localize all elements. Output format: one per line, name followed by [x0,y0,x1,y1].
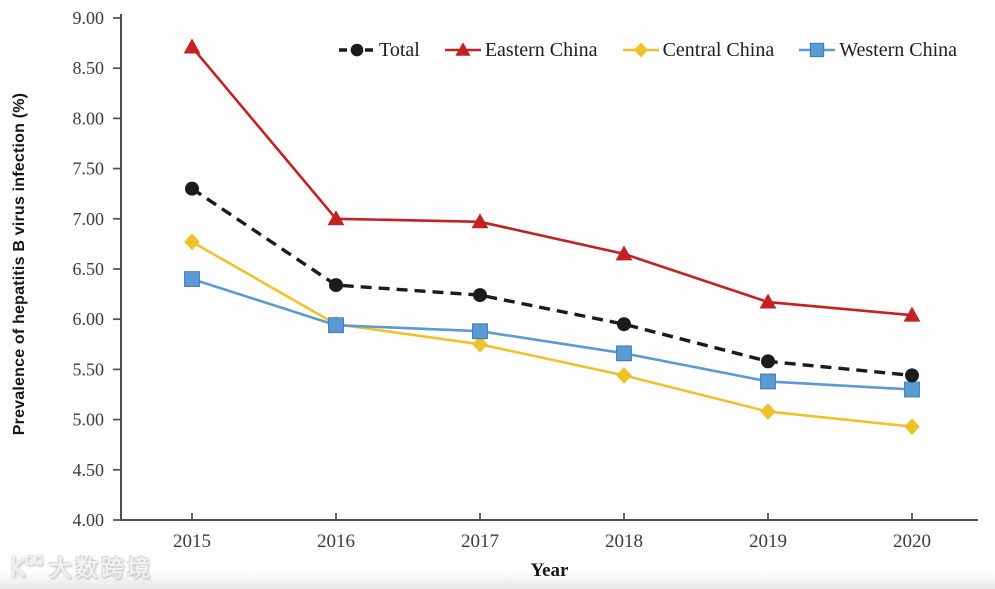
data-point-marker [473,288,487,303]
legend-item-western-china: Western China [798,39,957,62]
series-total [185,181,919,383]
data-point-marker [759,293,777,309]
y-tick-label: 4.50 [73,460,105,480]
eastern-china-series-key-icon [444,42,481,56]
data-point-marker [760,373,776,390]
data-point-marker [904,381,920,398]
total-series-key-icon [339,43,375,57]
y-tick-label: 6.00 [73,309,105,329]
series-western-china [184,271,920,398]
data-point-marker [615,245,633,261]
y-tick-label: 5.50 [73,359,105,379]
legend-label: Central China [662,38,775,61]
x-tick-label: 2018 [605,531,643,552]
data-point-marker [616,367,632,384]
data-point-marker [761,354,775,369]
legend-label: Eastern China [484,38,598,61]
y-tick-label: 6.50 [73,259,105,279]
y-tick-label: 8.00 [73,108,105,128]
x-tick-label: 2020 [893,531,931,552]
y-tick-label: 9.00 [73,8,105,28]
data-point-marker [350,43,364,57]
y-tick-label: 7.50 [73,159,105,179]
data-point-marker [617,317,631,332]
kuajing-logo-icon [10,554,44,577]
series-eastern-china-line [191,46,913,317]
series-western-china-line [191,277,913,391]
data-point-marker [472,323,488,340]
data-point-marker [904,418,920,436]
series-eastern-china [183,38,921,322]
central-china-series-key-icon [622,42,659,58]
data-point-marker [455,42,471,56]
data-point-marker [810,42,825,58]
watermark: 大数跨境 [8,549,153,583]
y-axis-title: Prevalence of hepatitis B virus infectio… [11,92,28,436]
y-tick-label: 7.00 [73,209,105,229]
data-point-marker [185,181,199,196]
x-tick-label: 2019 [749,531,787,552]
legend-label: Western China [839,38,958,61]
data-point-marker [472,335,488,353]
y-tick-label: 8.50 [73,58,105,78]
data-point-marker [328,317,344,334]
x-axis-title: Year [530,560,569,581]
legend-label: Total [379,38,420,61]
watermark-text: 大数跨境 [49,555,153,581]
x-tick-label: 2016 [317,531,355,552]
data-point-marker [760,403,776,420]
series-central-china-line [191,240,913,428]
y-tick-label: 5.00 [73,410,105,430]
series-total-line [191,187,913,378]
x-tick-label: 2015 [173,531,211,552]
data-point-marker [471,213,489,229]
data-point-marker [903,306,921,322]
legend-item-central-china: Central China [622,38,775,62]
x-tick-label: 2017 [461,531,499,552]
series-central-china [184,233,920,436]
data-point-marker [327,210,345,226]
chart-legend: Total Eastern China Central China Wester… [338,36,957,64]
data-point-marker [633,42,648,58]
western-china-series-key-icon [799,42,836,58]
data-point-marker [329,278,343,293]
legend-item-eastern-china: Eastern China [444,39,598,62]
data-point-marker [184,271,200,287]
data-point-marker [184,233,200,251]
data-point-marker [183,38,201,54]
legend-item-total: Total [338,39,420,62]
axes [120,14,978,521]
data-point-marker [905,368,919,383]
data-point-marker [616,345,632,362]
y-tick-label: 4.00 [73,510,105,530]
